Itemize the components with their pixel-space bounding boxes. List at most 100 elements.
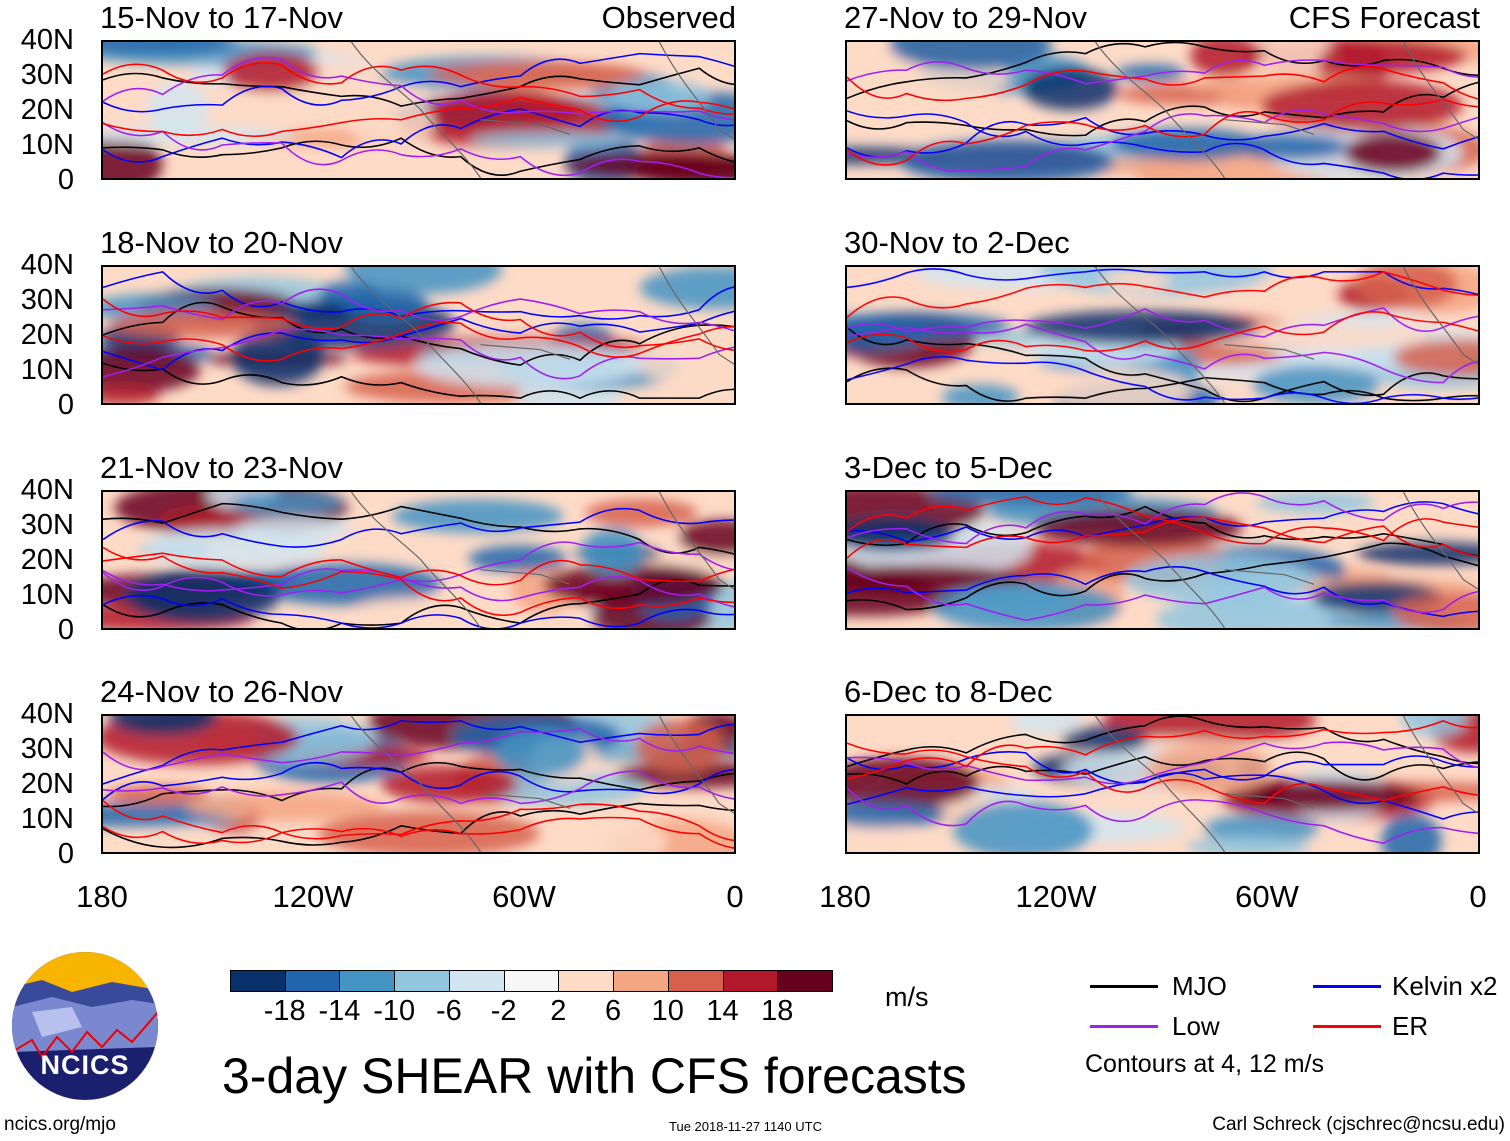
shear-anomaly-blob	[1355, 267, 1458, 310]
kelvin-line-swatch	[1313, 985, 1381, 988]
mjo-contour	[103, 802, 734, 849]
mjo-contour	[847, 716, 1478, 768]
ncics-logo: NCICS	[12, 952, 158, 1100]
lat-label: 10N	[20, 129, 74, 161]
shear-anomaly-blob	[847, 800, 947, 828]
panel-title: 3-Dec to 5-Dec	[844, 450, 1053, 485]
logo-text: NCICS	[40, 1050, 130, 1080]
shear-anomaly-blob	[1401, 716, 1468, 737]
mjo-contour	[103, 762, 734, 808]
er-contour	[103, 321, 734, 362]
panel-tag: Observed	[601, 0, 736, 35]
coastline	[1094, 267, 1478, 403]
panel-title: 6-Dec to 8-Dec	[844, 674, 1053, 709]
shear-map-panel	[845, 265, 1480, 405]
shear-anomaly-blob	[391, 499, 564, 533]
shear-anomaly-blob	[579, 819, 667, 852]
panel-title: 18-Nov to 20-Nov	[100, 225, 343, 260]
legend-mjo: MJO	[1172, 971, 1227, 1001]
shear-anomaly-blob	[1061, 726, 1148, 754]
mjo-contour	[103, 137, 734, 176]
shear-anomaly-blob	[349, 95, 434, 151]
er-contour	[847, 742, 1478, 805]
er-contour	[847, 311, 1478, 353]
er-contour	[847, 496, 1478, 545]
shear-anomaly-blob	[1344, 132, 1442, 173]
shear-anomaly-blob	[1010, 716, 1082, 735]
shear-anomaly-blob	[234, 516, 353, 542]
er-contour	[847, 516, 1478, 559]
shear-anomaly-blob	[1024, 310, 1258, 345]
colorbar-swatch	[230, 970, 286, 992]
colorbar-label: -10	[373, 995, 416, 1027]
colorbar-label: -2	[490, 995, 517, 1027]
lat-label: 30N	[20, 733, 74, 765]
shear-anomaly-blob	[160, 508, 257, 533]
lat-label: 30N	[20, 509, 74, 541]
mjo-contour	[103, 301, 734, 366]
lon-label: 60W	[1235, 879, 1299, 914]
shear-anomaly-blob	[468, 545, 567, 572]
kelvin-contour	[103, 761, 734, 801]
low-contour	[847, 109, 1478, 172]
legend-kelvin: Kelvin x2	[1392, 971, 1498, 1001]
er-contour	[847, 720, 1478, 780]
mjo-contour	[847, 326, 1478, 403]
lat-label: 0	[57, 164, 74, 196]
shear-anomaly-blob	[1392, 338, 1478, 376]
shear-anomaly-blob	[1022, 67, 1119, 111]
low-contour	[103, 727, 734, 771]
shear-anomaly-blob	[1102, 268, 1170, 293]
shear-anomaly-blob	[1234, 133, 1348, 161]
colorbar-swatch	[667, 970, 724, 992]
er-line-swatch	[1313, 1025, 1381, 1028]
coastline	[350, 42, 734, 178]
lat-label: 20N	[20, 319, 74, 351]
shear-anomaly-blob	[631, 155, 734, 178]
coastline	[350, 716, 734, 852]
lon-label: 180	[76, 879, 128, 914]
colorbar-units: m/s	[885, 982, 929, 1012]
panel-title: 27-Nov to 29-Nov	[844, 0, 1087, 35]
lat-label: 0	[57, 614, 74, 646]
kelvin-contour	[847, 268, 1478, 296]
kelvin-contour	[847, 566, 1478, 618]
kelvin-contour	[103, 507, 734, 548]
shear-anomaly-blob	[103, 42, 236, 55]
shear-anomaly-blob	[1260, 80, 1463, 131]
low-contour	[847, 567, 1478, 622]
low-contour	[103, 121, 734, 178]
kelvin-contour	[847, 355, 1478, 403]
shear-anomaly-blob	[1381, 813, 1442, 852]
shear-anomaly-blob	[616, 761, 734, 788]
contour-note: Contours at 4, 12 m/s	[1085, 1050, 1325, 1078]
shear-anomaly-blob	[470, 130, 620, 148]
shear-map-panel	[101, 40, 736, 180]
colorbar-swatch	[394, 970, 450, 992]
shear-anomaly-blob	[678, 519, 734, 556]
mjo-contour	[103, 67, 734, 107]
lon-label: 0	[1469, 879, 1487, 914]
shear-anomaly-blob	[103, 135, 163, 178]
er-contour	[103, 62, 734, 115]
low-contour	[103, 328, 734, 380]
kelvin-contour	[847, 110, 1478, 178]
lat-label: 40N	[20, 474, 74, 506]
panel-title: 30-Nov to 2-Dec	[844, 225, 1070, 260]
er-contour	[847, 65, 1478, 102]
shear-anomaly-blob	[581, 527, 645, 576]
colorbar-swatch	[284, 970, 341, 992]
shear-anomaly-blob	[493, 727, 587, 778]
coastline	[1094, 492, 1478, 628]
low-line-swatch	[1090, 1025, 1158, 1028]
shear-map-panel	[845, 490, 1480, 630]
kelvin-contour	[103, 594, 734, 628]
shear-anomaly-blob	[1393, 591, 1478, 628]
coastline	[350, 267, 734, 403]
kelvin-contour	[103, 52, 734, 113]
mjo-contour	[847, 367, 1478, 402]
low-contour	[103, 56, 734, 121]
shear-map-panel	[101, 490, 736, 630]
lat-label: 0	[57, 389, 74, 421]
